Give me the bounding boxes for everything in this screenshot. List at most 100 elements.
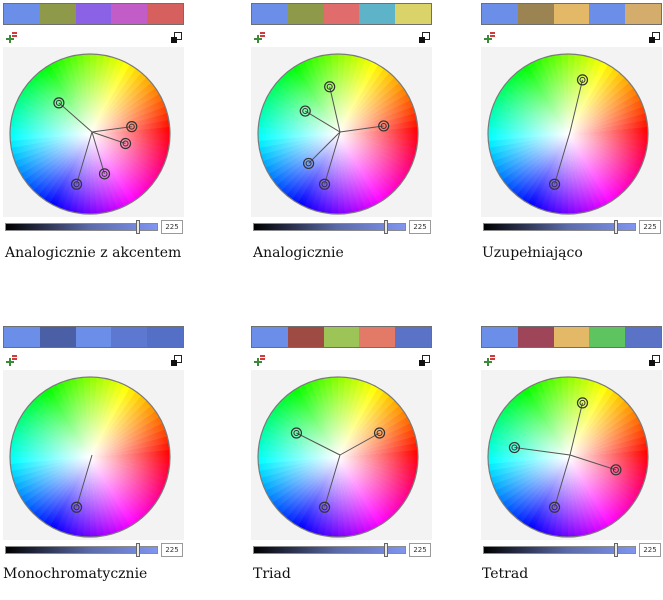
brightness-value-field[interactable]: 225 [639, 543, 661, 557]
color-swatch[interactable] [395, 327, 431, 347]
harmony-connector-line [91, 126, 132, 133]
color-swatch[interactable] [147, 4, 183, 24]
color-swatch[interactable] [75, 327, 112, 347]
harmony-color-handle-inner [302, 108, 309, 115]
color-swatch[interactable] [482, 4, 518, 24]
color-wheel-saturation-overlay [488, 377, 648, 537]
color-swatch[interactable] [395, 4, 431, 24]
harmony-color-handle[interactable] [576, 74, 589, 86]
color-swatch[interactable] [75, 4, 112, 24]
harmony-color-handle[interactable] [126, 121, 138, 133]
brightness-slider-track[interactable] [483, 223, 636, 231]
color-swatch[interactable] [323, 4, 360, 24]
brightness-slider-track[interactable] [253, 546, 406, 554]
add-remove-color-icon[interactable] [6, 355, 18, 367]
harmony-color-handle[interactable] [70, 501, 83, 513]
harmony-color-handle-inner [305, 160, 312, 167]
color-swatch[interactable] [111, 327, 148, 347]
color-wheel-saturation-overlay [488, 54, 648, 214]
color-swatch[interactable] [252, 4, 288, 24]
harmony-color-handle[interactable] [53, 97, 65, 109]
brightness-value-field[interactable]: 225 [409, 220, 431, 234]
color-swatch[interactable] [553, 4, 590, 24]
brightness-value-field[interactable]: 225 [161, 543, 183, 557]
color-swatch[interactable] [39, 4, 76, 24]
color-swatch[interactable] [39, 327, 76, 347]
color-swatch[interactable] [553, 327, 590, 347]
color-swatch[interactable] [111, 4, 148, 24]
harmony-color-handle[interactable] [373, 427, 386, 439]
harmony-color-handle[interactable] [98, 168, 111, 180]
brightness-slider-track[interactable] [483, 546, 636, 554]
color-swatch[interactable] [252, 327, 288, 347]
brightness-slider-thumb[interactable] [384, 543, 388, 557]
harmony-color-handle[interactable] [610, 464, 622, 476]
color-wheel[interactable] [251, 370, 432, 540]
panel-caption: Uzupełniająco [482, 245, 583, 261]
harmony-color-handle[interactable] [318, 501, 331, 513]
swap-colors-icon[interactable] [171, 32, 182, 43]
brightness-slider-track[interactable] [253, 223, 406, 231]
color-swatch[interactable] [517, 327, 554, 347]
harmony-connector-line [569, 79, 583, 133]
color-wheel-rim [487, 376, 649, 538]
harmony-color-handle-inner [321, 504, 328, 511]
harmony-color-handle[interactable] [324, 81, 336, 93]
harmony-color-handle[interactable] [378, 120, 390, 132]
color-swatch[interactable] [517, 4, 554, 24]
harmony-color-handle[interactable] [548, 501, 561, 513]
brightness-value-field[interactable]: 225 [409, 543, 431, 557]
swap-colors-icon[interactable] [649, 355, 660, 366]
harmony-color-handle[interactable] [119, 137, 132, 150]
harmony-color-handle[interactable] [290, 427, 303, 439]
harmony-color-handle[interactable] [70, 178, 83, 190]
color-wheel[interactable] [3, 370, 184, 540]
color-swatch[interactable] [4, 4, 40, 24]
color-wheel[interactable] [481, 47, 662, 217]
brightness-value-field[interactable]: 225 [639, 220, 661, 234]
harmony-color-handle-inner [326, 83, 333, 90]
color-swatch[interactable] [589, 4, 626, 24]
color-swatch[interactable] [589, 327, 626, 347]
brightness-value-field[interactable]: 225 [161, 220, 183, 234]
harmony-color-handle[interactable] [302, 157, 315, 170]
color-swatch[interactable] [287, 327, 324, 347]
harmony-color-handle[interactable] [318, 178, 331, 190]
harmony-color-handle[interactable] [508, 441, 521, 454]
swap-colors-icon[interactable] [649, 32, 660, 43]
color-swatch[interactable] [359, 4, 396, 24]
harmony-color-handle[interactable] [576, 397, 589, 409]
add-remove-color-icon[interactable] [484, 355, 496, 367]
color-swatch[interactable] [625, 4, 661, 24]
color-swatch[interactable] [147, 327, 183, 347]
swap-colors-icon[interactable] [419, 355, 430, 366]
brightness-slider-thumb[interactable] [614, 220, 618, 234]
color-swatch[interactable] [287, 4, 324, 24]
harmony-color-handle[interactable] [299, 105, 311, 117]
harmony-color-handle-inner [101, 170, 108, 177]
harmony-color-handle[interactable] [548, 178, 561, 190]
color-swatch[interactable] [323, 327, 360, 347]
brightness-slider-thumb[interactable] [136, 220, 140, 234]
swap-colors-icon[interactable] [419, 32, 430, 43]
color-wheel[interactable] [251, 47, 432, 217]
brightness-slider-thumb[interactable] [384, 220, 388, 234]
brightness-slider-track[interactable] [5, 546, 158, 554]
color-swatch[interactable] [359, 327, 396, 347]
brightness-slider-track[interactable] [5, 223, 158, 231]
brightness-slider: 225 [481, 220, 662, 234]
add-remove-color-icon[interactable] [6, 32, 18, 44]
harmony-connector-line [514, 447, 571, 456]
color-swatch[interactable] [625, 327, 661, 347]
add-remove-color-icon[interactable] [254, 355, 266, 367]
color-wheel[interactable] [481, 370, 662, 540]
harmony-color-handle-inner [376, 430, 383, 436]
swap-colors-icon[interactable] [171, 355, 182, 366]
brightness-slider-thumb[interactable] [136, 543, 140, 557]
brightness-slider-thumb[interactable] [614, 543, 618, 557]
color-swatch[interactable] [4, 327, 40, 347]
color-swatch[interactable] [482, 327, 518, 347]
add-remove-color-icon[interactable] [254, 32, 266, 44]
color-wheel[interactable] [3, 47, 184, 217]
add-remove-color-icon[interactable] [484, 32, 496, 44]
